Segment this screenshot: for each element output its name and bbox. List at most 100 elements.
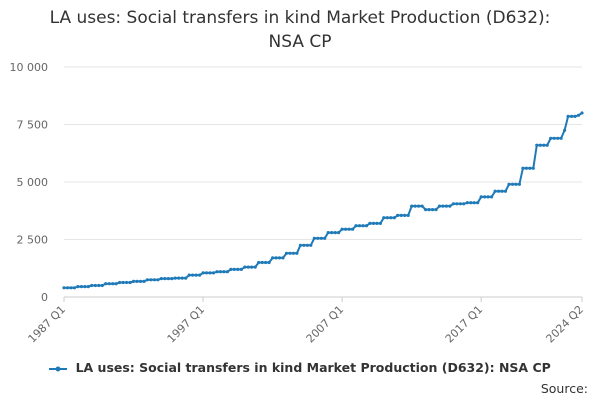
data-point[interactable] [128, 280, 132, 285]
data-point[interactable] [288, 251, 292, 255]
data-point[interactable] [121, 280, 125, 285]
data-point[interactable] [417, 204, 421, 208]
data-point[interactable] [371, 221, 375, 225]
data-point[interactable] [524, 166, 529, 170]
data-point[interactable] [76, 285, 80, 289]
data-point[interactable] [225, 270, 229, 274]
data-point[interactable] [62, 286, 66, 290]
data-point[interactable] [187, 273, 191, 277]
data-point[interactable] [486, 195, 490, 199]
data-point[interactable] [483, 195, 487, 199]
data-point[interactable] [441, 204, 445, 208]
data-point[interactable] [507, 182, 511, 186]
data-point[interactable] [344, 227, 348, 231]
data-point[interactable] [413, 204, 417, 208]
data-point[interactable] [521, 166, 525, 170]
data-point[interactable] [264, 260, 268, 265]
data-point[interactable] [83, 285, 87, 289]
data-point[interactable] [274, 256, 278, 260]
data-point[interactable] [340, 227, 344, 231]
data-point[interactable] [131, 279, 136, 283]
data-point[interactable] [351, 227, 355, 231]
data-point[interactable] [218, 270, 222, 274]
data-point[interactable] [570, 114, 574, 118]
data-point[interactable] [573, 114, 577, 118]
data-point[interactable] [531, 166, 535, 170]
data-point[interactable] [194, 273, 198, 277]
data-point[interactable] [149, 278, 153, 282]
data-point[interactable] [236, 267, 240, 271]
data-point[interactable] [316, 236, 320, 240]
data-point[interactable] [114, 282, 118, 286]
data-point[interactable] [458, 202, 462, 206]
data-point[interactable] [271, 256, 275, 260]
data-point[interactable] [333, 231, 337, 235]
data-point[interactable] [385, 216, 389, 220]
data-point[interactable] [472, 201, 476, 205]
data-point[interactable] [277, 256, 282, 260]
data-point[interactable] [563, 128, 567, 132]
data-point[interactable] [503, 189, 508, 193]
data-point[interactable] [410, 204, 414, 208]
data-point[interactable] [79, 285, 83, 289]
data-point[interactable] [204, 271, 209, 275]
data-point[interactable] [97, 283, 101, 288]
data-point[interactable] [215, 270, 219, 274]
data-point[interactable] [364, 224, 369, 228]
data-point[interactable] [232, 267, 236, 271]
data-point[interactable] [382, 216, 386, 220]
data-point[interactable] [257, 260, 261, 265]
data-point[interactable] [246, 265, 250, 269]
data-point[interactable] [330, 231, 334, 235]
data-point[interactable] [159, 277, 163, 281]
data-point[interactable] [535, 143, 539, 147]
data-point[interactable] [201, 271, 205, 275]
data-point[interactable] [100, 283, 104, 288]
data-point[interactable] [72, 286, 76, 290]
data-point[interactable] [135, 279, 139, 283]
data-point[interactable] [396, 213, 400, 217]
data-point[interactable] [406, 213, 410, 217]
data-point[interactable] [361, 224, 365, 228]
data-point[interactable] [305, 243, 309, 247]
data-point[interactable] [152, 278, 156, 282]
data-point[interactable] [556, 136, 560, 140]
data-point[interactable] [118, 280, 122, 285]
data-point[interactable] [493, 189, 497, 193]
data-point[interactable] [177, 276, 181, 280]
data-point[interactable] [291, 251, 295, 255]
data-point[interactable] [309, 243, 313, 247]
data-point[interactable] [424, 208, 428, 212]
data-point[interactable] [93, 283, 97, 288]
data-point[interactable] [430, 208, 435, 212]
data-point[interactable] [295, 251, 299, 255]
data-point[interactable] [86, 285, 90, 289]
data-point[interactable] [354, 224, 358, 228]
data-point[interactable] [111, 282, 115, 286]
data-point[interactable] [576, 113, 581, 117]
data-point[interactable] [389, 216, 393, 220]
data-point[interactable] [552, 136, 556, 140]
data-point[interactable] [281, 256, 285, 260]
data-point[interactable] [326, 231, 330, 235]
data-point[interactable] [545, 143, 549, 147]
data-point[interactable] [510, 182, 515, 186]
data-point[interactable] [465, 201, 469, 205]
data-point[interactable] [347, 227, 351, 231]
data-point[interactable] [253, 265, 257, 269]
data-point[interactable] [239, 267, 243, 271]
data-point[interactable] [260, 260, 264, 265]
data-point[interactable] [469, 201, 473, 205]
data-point[interactable] [302, 243, 306, 247]
data-point[interactable] [170, 277, 174, 281]
data-point[interactable] [156, 278, 160, 282]
data-point[interactable] [462, 202, 466, 206]
data-point[interactable] [267, 260, 271, 265]
data-point[interactable] [107, 282, 111, 286]
data-point[interactable] [243, 265, 247, 269]
data-point[interactable] [517, 182, 522, 186]
data-point[interactable] [90, 283, 94, 288]
data-point[interactable] [500, 189, 504, 193]
data-point[interactable] [312, 236, 316, 240]
data-point[interactable] [476, 201, 480, 205]
